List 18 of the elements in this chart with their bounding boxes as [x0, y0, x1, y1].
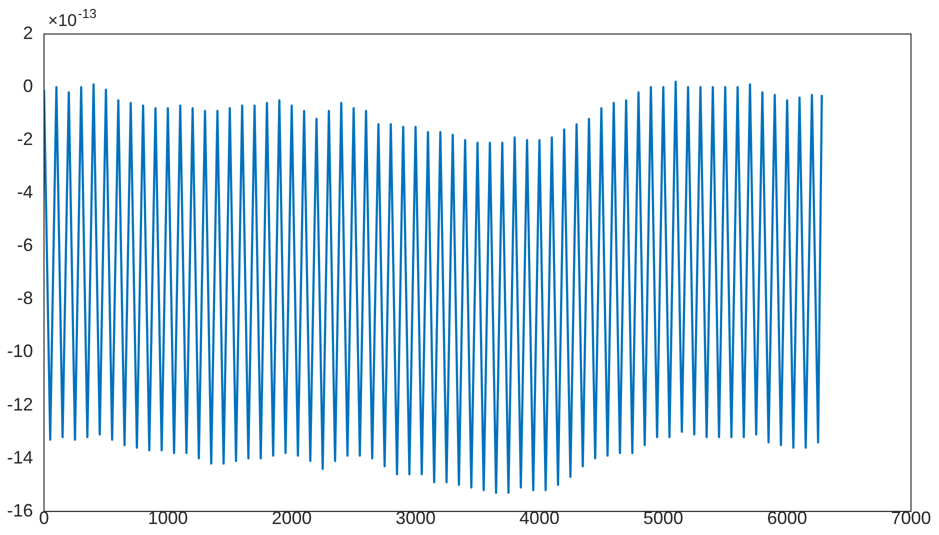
y-tick-label: -10 [7, 341, 34, 362]
x-tick-label: 1000 [148, 508, 188, 528]
x-tick-label: 2000 [272, 508, 312, 528]
y-tick-label: -4 [17, 182, 34, 202]
x-tick-label: 6000 [767, 508, 808, 528]
y-tick-label: -8 [17, 288, 34, 308]
y-tick-label: 0 [23, 76, 34, 96]
y-tick-label: -2 [17, 129, 34, 150]
x-tick-label: 3000 [396, 508, 436, 528]
y-tick-label: -12 [7, 394, 34, 414]
x-tick-label: 7000 [890, 508, 932, 528]
x-tick-label: 4000 [519, 508, 560, 528]
y-tick-label: -14 [7, 447, 34, 468]
y-tick-label: -6 [17, 235, 34, 256]
x-tick-label: 5000 [643, 508, 684, 528]
x-tick-label: 0 [39, 508, 50, 528]
y-tick-label: 2 [23, 22, 34, 43]
y-tick-label: -16 [7, 500, 34, 520]
